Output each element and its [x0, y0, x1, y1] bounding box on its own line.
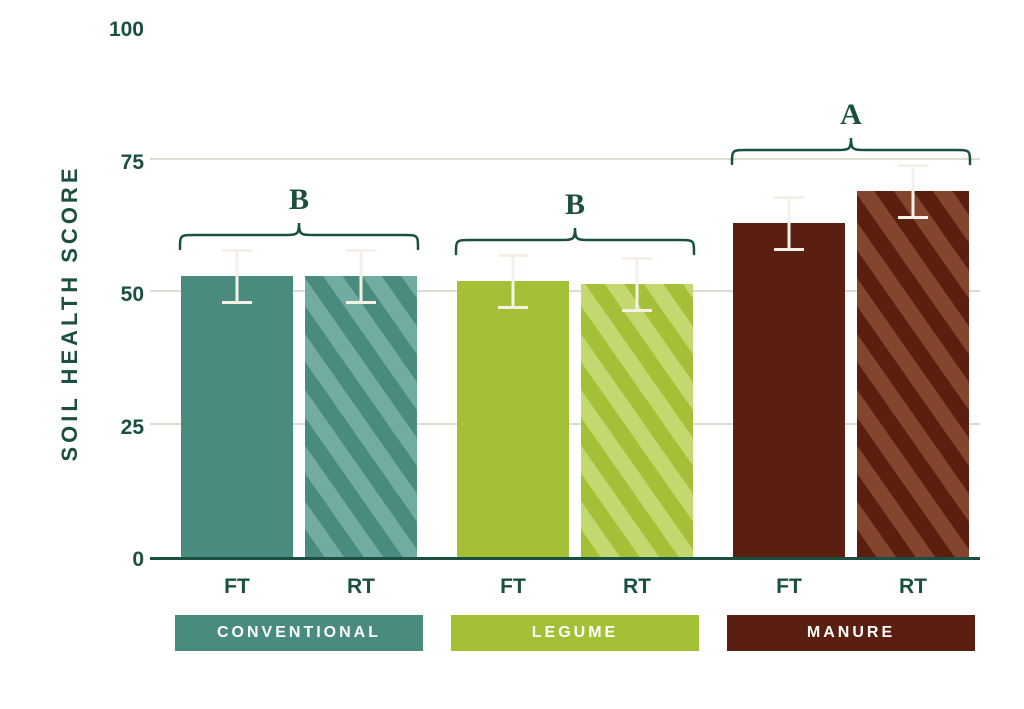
bar	[581, 284, 693, 557]
bar	[733, 223, 845, 557]
brace	[453, 228, 697, 258]
group-label: CONVENTIONAL	[175, 615, 423, 651]
significance-letter: B	[289, 183, 309, 217]
x-tick-label: RT	[899, 575, 927, 599]
bar	[457, 281, 569, 557]
significance-letter: B	[565, 188, 585, 222]
soil-health-chart: SOIL HEALTH SCORE 0 25 50 75 100 FT RT CON…	[60, 20, 1000, 700]
y-tick: 100	[100, 18, 144, 42]
y-axis-label: SOIL HEALTH SCORE	[57, 165, 83, 462]
y-tick: 50	[100, 283, 144, 307]
significance-letter: A	[840, 98, 862, 132]
brace	[729, 138, 973, 168]
x-tick-label: FT	[500, 575, 526, 599]
x-tick-label: RT	[623, 575, 651, 599]
y-tick: 75	[100, 151, 144, 175]
group-label: MANURE	[727, 615, 975, 651]
group-label: LEGUME	[451, 615, 699, 651]
bar	[181, 276, 293, 557]
x-tick-label: FT	[776, 575, 802, 599]
y-tick: 0	[100, 548, 144, 572]
x-tick-label: RT	[347, 575, 375, 599]
bar	[305, 276, 417, 557]
x-tick-label: FT	[224, 575, 250, 599]
bar	[857, 191, 969, 557]
y-tick: 25	[100, 416, 144, 440]
brace	[177, 223, 421, 253]
